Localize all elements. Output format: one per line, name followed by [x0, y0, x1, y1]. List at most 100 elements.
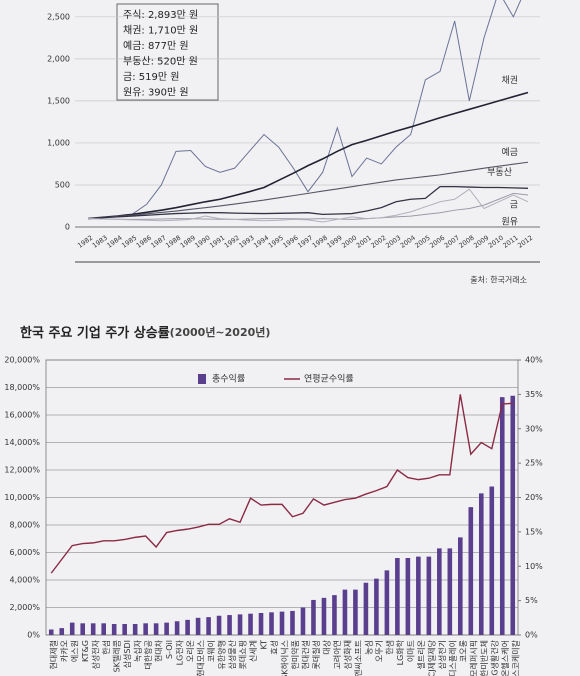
y2-tick-label: 30%: [525, 424, 543, 433]
bar: [153, 623, 159, 635]
x-tick-label: 한섬: [101, 640, 111, 655]
bar: [342, 589, 348, 635]
x-tick-label: LG화학: [395, 639, 405, 665]
series-line: [87, 91, 529, 220]
bar: [374, 578, 379, 635]
y-tick-label: 10,000%: [4, 493, 40, 502]
legend-text: 예금: 877만 원: [123, 40, 189, 52]
x-tick-label: 유한양행: [217, 640, 227, 669]
x-tick-label: 이마트: [405, 640, 415, 662]
y-tick-label: 14,000%: [4, 438, 40, 447]
y-tick-label: 2,000%: [9, 603, 40, 612]
y-tick-label: 12,000%: [4, 466, 40, 475]
x-tick-label: LG디스플레이: [447, 640, 457, 676]
x-tick-label: 포스코케미칼: [511, 639, 520, 676]
bar: [122, 624, 127, 635]
x-tick-label: 엔씨소프트: [353, 640, 363, 676]
x-tick-label: 코웨이: [206, 640, 216, 662]
bar: [69, 622, 75, 635]
bar: [195, 617, 201, 635]
y-tick-label: 18,000%: [4, 383, 40, 392]
bar: [426, 556, 432, 635]
bar: [164, 622, 169, 635]
x-tick-label: 셀트리온헬스케어: [500, 640, 510, 676]
x-tick-label: 한샘: [385, 640, 394, 655]
series-label: 원유: [501, 216, 518, 227]
bar: [279, 611, 285, 635]
x-tick-label: 아모레퍼시픽: [468, 640, 478, 676]
x-tick-label: 효성: [270, 640, 279, 655]
x-tick-label: 현대제철: [49, 640, 59, 669]
bar: [206, 617, 211, 635]
bar: [458, 537, 463, 635]
y-tick-label: 0%: [27, 631, 40, 640]
source: 출처: 한국거래소: [470, 275, 527, 285]
bar: [353, 589, 358, 635]
series-label: 금: [510, 200, 518, 211]
y2-tick-label: 20%: [525, 493, 543, 502]
series-line: [87, 188, 529, 223]
x-tick-label: 삼성SDI: [122, 640, 132, 668]
x-tick-label: KT: [260, 640, 269, 650]
bar: [90, 623, 96, 635]
bar: [300, 607, 306, 635]
bar: [405, 558, 411, 635]
bar: [447, 548, 453, 635]
x-tick-label: LG생활건강: [489, 639, 499, 676]
series-line: [87, 161, 529, 220]
y-tick-label: 2,000: [47, 54, 70, 63]
bar: [80, 623, 86, 635]
x-tick-label: 오뚜기: [375, 640, 384, 662]
x-tick-label: 삼성전자: [91, 639, 101, 669]
bar: [216, 615, 222, 635]
x-tick-label: KT&G: [81, 640, 90, 662]
bar: [290, 610, 295, 635]
bar: [395, 558, 400, 635]
x-tick-label: 삼성화재: [342, 640, 352, 669]
x-tick-label: S-Oil: [165, 640, 174, 659]
y-tick-label: 500: [55, 180, 70, 189]
y2-tick-label: 35%: [525, 390, 543, 399]
x-tick-label: 셀트리온: [416, 640, 426, 669]
y-tick-label: 16,000%: [4, 411, 40, 420]
y-tick-label: 2,500: [47, 12, 70, 21]
x-tick-label: 한미약품: [290, 640, 300, 669]
x-tick-label: CJ제일제당: [426, 639, 436, 676]
bar: [237, 614, 243, 635]
chart-title: 한국 주요 기업 주가 상승률(2000년~2020년): [20, 325, 270, 341]
x-tick-label: 신세계: [248, 640, 258, 662]
series-label: 부동산: [487, 167, 512, 178]
y-tick-label: 0: [65, 223, 70, 232]
bar: [510, 395, 516, 635]
x-tick-label: SK하이닉스: [280, 640, 290, 676]
x-tick-label: 현대차: [155, 639, 164, 662]
x-tick-label: 에스원: [71, 640, 80, 662]
y-tick-label: 6,000%: [9, 548, 40, 557]
x-tick-label: 고려아연: [332, 640, 342, 669]
x-tick-label: 삼성전기: [437, 640, 447, 669]
x-tick-label: 롯데칠성: [312, 640, 321, 669]
bar: [174, 621, 180, 635]
series-line: [87, 185, 529, 220]
legend-text: 금: 519만 원: [123, 71, 179, 83]
bar: [59, 628, 65, 635]
y2-tick-label: 0%: [525, 631, 538, 640]
bar: [478, 493, 484, 635]
bar: [143, 623, 148, 635]
legend-swatch: [198, 374, 206, 384]
legend-text: 채권: 1,710만 원: [123, 25, 198, 37]
bar: [332, 595, 337, 635]
y-tick-label: 1,500: [47, 96, 70, 105]
series-label: 예금: [501, 147, 518, 158]
bar: [248, 613, 253, 635]
plot: [87, 0, 529, 223]
y-tick-label: 20,000%: [4, 356, 40, 365]
bar: [269, 612, 274, 635]
series-line: [87, 0, 522, 220]
bar: [258, 613, 264, 635]
y-tick-label: 8,000%: [9, 521, 40, 530]
bar: [489, 486, 495, 635]
title: 한국 주요 기업 주가 상승률: [20, 325, 170, 341]
x-tick-label: SK텔레콤: [113, 640, 122, 672]
